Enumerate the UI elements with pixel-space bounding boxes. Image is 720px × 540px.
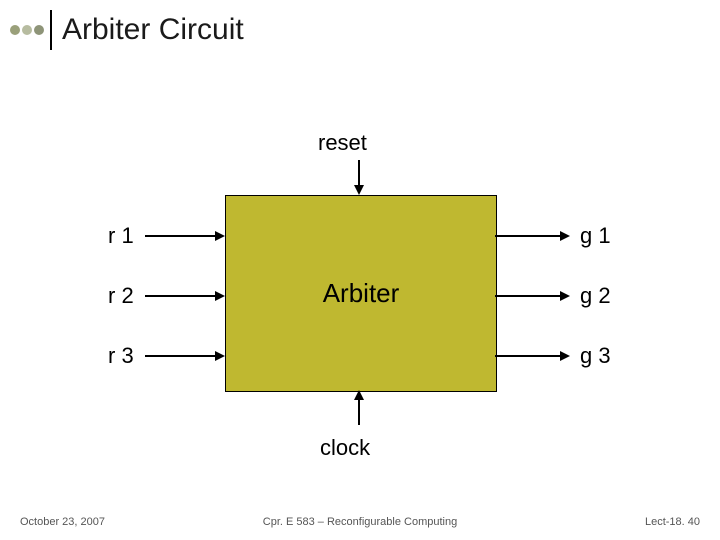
arrow-line [358, 160, 360, 187]
footer-lecture: Lect-18. 40 [645, 516, 700, 528]
signal-label-r3: r 3 [108, 343, 134, 369]
arrow-head-icon [354, 185, 364, 195]
arrow-line [145, 355, 217, 357]
arrow-line [495, 235, 562, 237]
dot-icon [22, 25, 32, 35]
signal-label-g1: g 1 [580, 223, 611, 249]
slide-header: Arbiter Circuit [10, 10, 244, 50]
arrow-head-icon [560, 351, 570, 361]
arrow-head-icon [215, 291, 225, 301]
arrow-head-icon [560, 231, 570, 241]
arbiter-block: Arbiter [225, 195, 497, 392]
signal-label-r2: r 2 [108, 283, 134, 309]
page-title: Arbiter Circuit [62, 13, 244, 47]
signal-label-reset: reset [318, 130, 367, 156]
signal-label-g3: g 3 [580, 343, 611, 369]
dot-icon [10, 25, 20, 35]
arrow-line [495, 355, 562, 357]
footer-course: Cpr. E 583 – Reconfigurable Computing [263, 516, 457, 528]
arrow-line [495, 295, 562, 297]
arbiter-label: Arbiter [323, 278, 400, 309]
header-dots [10, 25, 44, 35]
signal-label-clock: clock [320, 435, 370, 461]
arrow-line [145, 295, 217, 297]
arrow-head-icon [215, 351, 225, 361]
signal-label-g2: g 2 [580, 283, 611, 309]
footer-date: October 23, 2007 [20, 516, 105, 528]
arrow-line [145, 235, 217, 237]
arrow-line [358, 398, 360, 425]
dot-icon [34, 25, 44, 35]
arrow-head-icon [560, 291, 570, 301]
signal-label-r1: r 1 [108, 223, 134, 249]
arrow-head-icon [215, 231, 225, 241]
header-divider [50, 10, 52, 50]
arrow-head-icon [354, 390, 364, 400]
